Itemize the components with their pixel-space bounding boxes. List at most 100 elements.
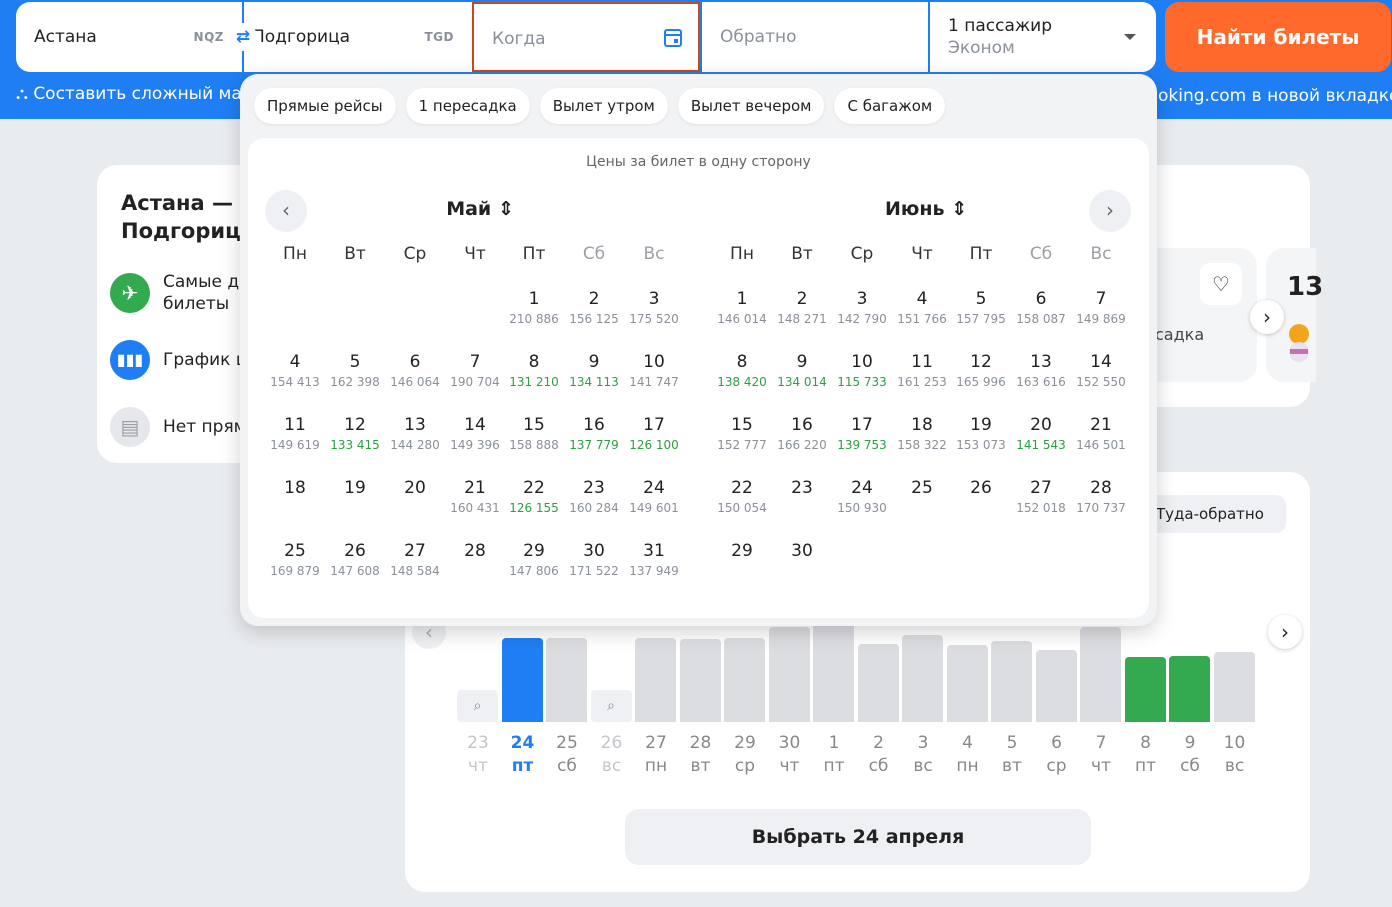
date-label[interactable]: 25 сб [545,732,589,778]
calendar-day[interactable]: 5 162 398 [326,351,384,391]
calendar-day[interactable]: 12 165 996 [952,351,1010,391]
price-bar[interactable] [813,623,854,722]
calendar-day[interactable]: 10 141 747 [625,351,683,391]
find-tickets-button[interactable]: Найти билеты [1165,2,1391,72]
calendar-day[interactable]: 31 137 949 [625,540,683,580]
chevron-right-icon[interactable]: › [1268,615,1302,649]
chevron-left-icon[interactable]: ‹ [265,190,307,232]
calendar-day[interactable]: 23 160 284 [565,477,623,517]
calendar-day[interactable]: 3 175 520 [625,288,683,328]
calendar-day[interactable]: 24 150 930 [833,477,891,517]
calendar-day[interactable]: 11 149 619 [266,414,324,454]
price-bar[interactable] [501,638,543,722]
calendar-day[interactable]: 24 149 601 [625,477,683,517]
date-label[interactable]: 23 чт [456,732,500,778]
date-label[interactable]: 2 сб [857,732,901,778]
calendar-day[interactable]: 6 158 087 [1012,288,1070,328]
calendar-day[interactable]: 17 139 753 [833,414,891,454]
price-chart-item[interactable]: ▮▮▮ График ц [110,340,283,380]
date-label[interactable]: 28 вт [679,732,723,778]
destination-field[interactable]: Подгорица TGD [244,2,472,72]
calendar-day[interactable]: 9 134 113 [565,351,623,391]
heart-icon[interactable]: ♡ [1200,263,1242,305]
calendar-day[interactable]: 17 126 100 [625,414,683,454]
calendar-day[interactable]: 15 152 777 [713,414,771,454]
calendar-day[interactable]: 6 146 064 [386,351,444,391]
calendar-day[interactable]: 26 [952,477,1010,499]
calendar-day[interactable]: 25 169 879 [266,540,324,580]
calendar-day[interactable]: 14 149 396 [446,414,504,454]
date-label[interactable]: 26 вс [590,732,634,778]
calendar-day[interactable]: 22 150 054 [713,477,771,517]
calendar-day[interactable]: 1 210 886 [505,288,563,328]
calendar-day[interactable]: 7 190 704 [446,351,504,391]
calendar-day[interactable]: 19 [326,477,384,499]
search-icon[interactable]: ⌕ [457,690,498,722]
calendar-day[interactable]: 25 [893,477,951,499]
calendar-day[interactable]: 23 [773,477,831,499]
origin-field[interactable]: Астана NQZ [16,2,242,72]
chevron-right-icon[interactable]: › [1089,190,1131,232]
price-bar[interactable] [946,645,988,722]
passengers-field[interactable]: 1 пассажир Эконом [930,2,1156,72]
calendar-day[interactable]: 4 154 413 [266,351,324,391]
select-date-button[interactable]: Выбрать 24 апреля [625,809,1091,865]
month-title[interactable]: Май ⇕ [410,198,550,220]
calendar-day[interactable]: 13 163 616 [1012,351,1070,391]
calendar-day[interactable]: 18 [266,477,324,499]
calendar-day[interactable]: 2 148 271 [773,288,831,328]
calendar-day[interactable]: 16 166 220 [773,414,831,454]
calendar-day[interactable]: 18 158 322 [893,414,951,454]
price-bar[interactable] [902,635,943,722]
calendar-day[interactable]: 9 134 014 [773,351,831,391]
price-bar[interactable] [991,641,1032,722]
no-direct-item[interactable]: ▤ Нет прям [110,407,283,447]
date-label[interactable]: 1 пт [812,732,856,778]
price-bar[interactable] [724,638,765,722]
price-bar[interactable] [1080,627,1121,722]
calendar-day[interactable]: 30 [773,540,831,562]
calendar-day[interactable]: 28 170 737 [1072,477,1130,517]
date-label[interactable]: 5 вт [990,732,1034,778]
calendar-day[interactable]: 21 160 431 [446,477,504,517]
calendar-day[interactable]: 4 151 766 [893,288,951,328]
date-label[interactable]: 29 ср [723,732,767,778]
price-bar[interactable] [1124,657,1166,722]
price-bar[interactable] [546,638,587,722]
calendar-day[interactable]: 20 141 543 [1012,414,1070,454]
calendar-day[interactable]: 27 152 018 [1012,477,1070,517]
calendar-day[interactable]: 7 149 869 [1072,288,1130,328]
calendar-day[interactable]: 14 152 550 [1072,351,1130,391]
calendar-day[interactable]: 30 171 522 [565,540,623,580]
calendar-day[interactable]: 26 147 608 [326,540,384,580]
calendar-day[interactable]: 8 131 210 [505,351,563,391]
date-label[interactable]: 24 пт [501,732,545,778]
date-label[interactable]: 3 вс [901,732,945,778]
date-label[interactable]: 6 ср [1035,732,1079,778]
filter-chip[interactable]: 1 пересадка [405,88,530,124]
chevron-right-icon[interactable]: › [1250,300,1284,334]
calendar-day[interactable]: 29 147 806 [505,540,563,580]
filter-chip[interactable]: С багажом [834,88,946,124]
calendar-day[interactable]: 13 144 280 [386,414,444,454]
calendar-day[interactable]: 19 153 073 [952,414,1010,454]
booking-link[interactable]: oking.com в новой вкладке [1158,86,1392,106]
price-bar[interactable] [857,644,899,722]
filter-chip[interactable]: Вылет утром [539,88,668,124]
calendar-day[interactable]: 28 [446,540,504,562]
calendar-day[interactable]: 29 [713,540,771,562]
date-label[interactable]: 27 пн [634,732,678,778]
calendar-day[interactable]: 11 161 253 [893,351,951,391]
calendar-day[interactable]: 2 156 125 [565,288,623,328]
date-label[interactable]: 8 пт [1124,732,1168,778]
complex-route-link[interactable]: ⛬ Составить сложный ма [16,84,242,104]
price-bar[interactable] [768,627,810,722]
calendar-day[interactable]: 12 133 415 [326,414,384,454]
swap-icon[interactable]: ⇄ [229,23,257,51]
calendar-day[interactable]: 15 158 888 [505,414,563,454]
date-label[interactable]: 7 чт [1079,732,1123,778]
price-bar[interactable] [679,639,721,722]
depart-date-field[interactable]: Когда [472,2,700,72]
calendar-day[interactable]: 22 126 155 [505,477,563,517]
price-bar[interactable] [1213,652,1255,722]
